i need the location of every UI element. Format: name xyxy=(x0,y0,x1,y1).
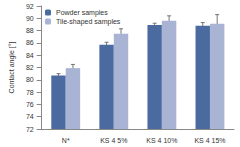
svg-text:72: 72 xyxy=(26,126,34,133)
svg-text:90: 90 xyxy=(26,15,34,22)
svg-text:88: 88 xyxy=(26,27,34,34)
svg-text:74: 74 xyxy=(26,113,34,120)
svg-text:82: 82 xyxy=(26,64,34,71)
svg-text:Tile-shaped samples: Tile-shaped samples xyxy=(56,18,121,26)
svg-text:86: 86 xyxy=(26,39,34,46)
svg-text:KS 4 5%: KS 4 5% xyxy=(100,137,127,144)
svg-text:KS 4 15%: KS 4 15% xyxy=(194,137,225,144)
svg-text:92: 92 xyxy=(26,3,34,10)
svg-text:N*: N* xyxy=(62,137,70,144)
svg-text:Powder samples: Powder samples xyxy=(56,9,108,17)
svg-text:Contact angle [°]: Contact angle [°] xyxy=(8,42,16,94)
svg-text:76: 76 xyxy=(26,101,34,108)
svg-text:KS 4 10%: KS 4 10% xyxy=(146,137,177,144)
svg-text:80: 80 xyxy=(26,76,34,83)
svg-text:84: 84 xyxy=(26,52,34,59)
svg-text:78: 78 xyxy=(26,89,34,96)
